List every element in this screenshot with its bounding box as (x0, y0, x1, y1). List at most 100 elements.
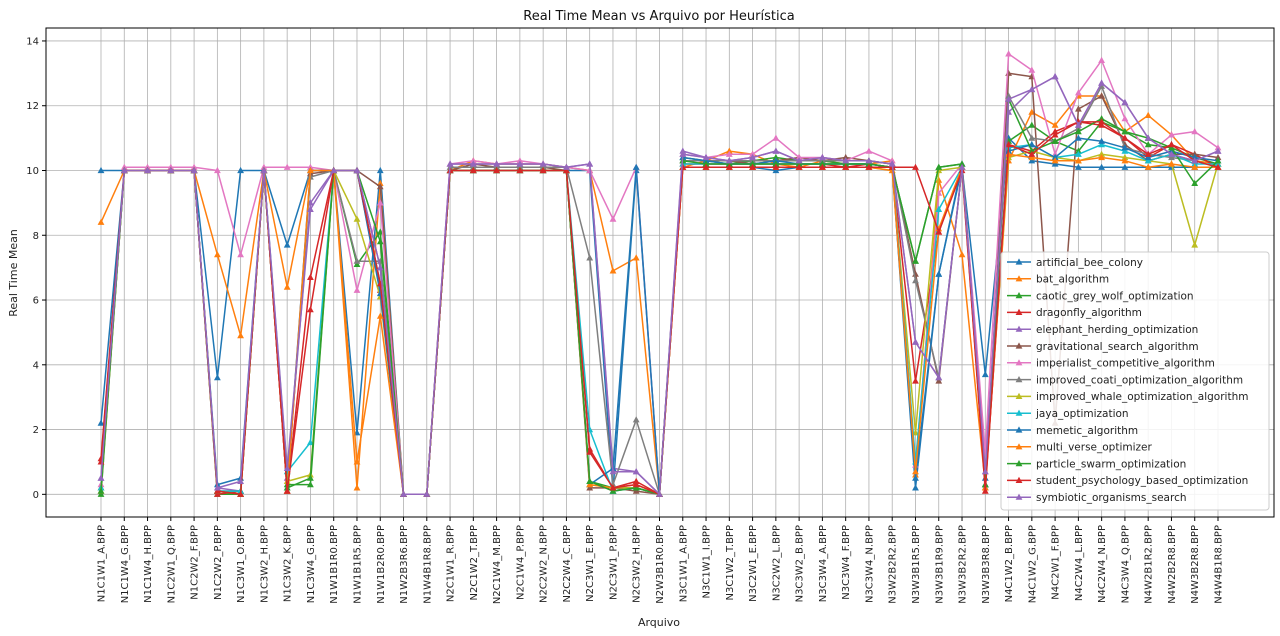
data-point (1121, 157, 1129, 164)
x-tick-label: N1C2W1_Q.BPP (166, 525, 177, 603)
x-tick-label: N1C3W1_O.BPP (236, 525, 247, 603)
data-point (819, 163, 826, 170)
data-point (1098, 163, 1105, 170)
data-point (656, 490, 663, 497)
y-tick-label: 12 (26, 101, 39, 112)
data-point (1121, 98, 1129, 106)
data-point (539, 160, 547, 167)
x-tick-label: N1C2W2_P.BPP (213, 525, 224, 600)
legend-item: symbiotic_organisms_search (1007, 492, 1187, 504)
data-point (1051, 153, 1059, 161)
data-point (632, 416, 640, 423)
data-point (935, 176, 943, 183)
series-symbiotic_organisms_search (97, 73, 1222, 497)
legend-label: particle_swarm_optimization (1036, 458, 1186, 470)
data-point (353, 484, 361, 491)
data-point (749, 153, 756, 161)
data-point (632, 163, 640, 170)
data-point (376, 179, 384, 186)
data-point (1098, 121, 1105, 128)
data-point (563, 163, 570, 170)
data-point (679, 150, 687, 157)
series-lines (97, 50, 1222, 497)
data-point (1168, 131, 1175, 138)
data-point (1075, 128, 1082, 135)
data-point (283, 283, 291, 290)
data-point (1028, 157, 1036, 164)
data-point (307, 205, 314, 212)
data-point (1075, 121, 1082, 128)
data-point (237, 490, 244, 497)
data-point (353, 286, 361, 293)
data-point (120, 163, 128, 170)
data-point (981, 370, 989, 378)
data-point (307, 163, 314, 170)
data-point (819, 157, 826, 164)
data-point (1051, 128, 1059, 135)
legend-label: gravitational_search_algorithm (1036, 341, 1199, 353)
data-point (935, 228, 943, 235)
data-point (283, 163, 291, 170)
y-axis-title: Real Time Mean (7, 229, 20, 317)
x-tick-label: N3C3W4_F.BPP (841, 525, 852, 600)
data-point (1121, 134, 1129, 141)
data-point (1075, 147, 1082, 154)
data-point (819, 160, 826, 167)
data-point (609, 484, 617, 491)
data-point (1051, 131, 1059, 138)
data-point (516, 157, 524, 164)
x-tick-label: N2C1W2_T.BPP (469, 525, 480, 600)
x-tick-label: N4C2W1_F.BPP (1051, 525, 1062, 600)
x-tick-label: N2C3W2_H.BPP (632, 525, 643, 603)
data-point (1098, 118, 1105, 125)
x-tick-label: N1C1W4_G.BPP (120, 525, 131, 603)
data-point (981, 468, 989, 475)
data-point (353, 458, 361, 465)
data-point (725, 157, 733, 164)
data-point (586, 484, 594, 491)
legend-label: student_psychology_based_optimization (1036, 475, 1248, 487)
x-tick-label: N2C1W4_P.BPP (515, 525, 526, 600)
x-tick-label: N1W2B3R6.BPP (399, 525, 410, 604)
data-point (819, 153, 826, 161)
data-point (1144, 141, 1152, 148)
data-point (935, 225, 943, 232)
data-point (1121, 147, 1129, 154)
data-point (865, 147, 873, 154)
x-tick-label: N1C1W1_A.BPP (97, 525, 108, 602)
data-point (772, 153, 780, 161)
data-point (1075, 163, 1082, 170)
legend-label: dragonfly_algorithm (1036, 307, 1142, 319)
data-point (307, 166, 314, 174)
y-tick-label: 14 (26, 36, 39, 47)
data-point (958, 251, 966, 258)
data-point (307, 306, 314, 313)
data-point (539, 166, 547, 174)
data-point (1075, 150, 1082, 157)
x-tick-label: N1W1B1R0.BPP (329, 525, 340, 604)
data-point (702, 160, 710, 167)
y-tick-label: 8 (33, 231, 39, 242)
data-point (632, 254, 640, 261)
data-point (283, 241, 291, 248)
data-point (1168, 153, 1175, 161)
data-point (97, 490, 105, 497)
x-tick-label: N4C3W4_Q.BPP (1120, 525, 1131, 603)
data-point (725, 147, 733, 154)
x-tick-label: N2C2W2_N.BPP (539, 525, 550, 603)
x-tick-label: N3C2W2_L.BPP (771, 525, 782, 601)
data-point (1005, 141, 1012, 148)
x-tick-label: N2W3B1R0.BPP (655, 525, 666, 604)
data-point (144, 163, 151, 170)
legend-label: memetic_algorithm (1036, 425, 1138, 437)
data-point (469, 157, 477, 164)
data-point (353, 260, 361, 267)
x-tick-label: N2C3W1_E.BPP (585, 525, 596, 602)
data-point (307, 438, 314, 446)
data-point (353, 257, 361, 264)
legend-marker (1015, 275, 1023, 282)
x-tick-label: N4W3B2R8.BPP (1190, 525, 1201, 604)
data-point (353, 215, 361, 222)
data-point (1028, 150, 1036, 157)
